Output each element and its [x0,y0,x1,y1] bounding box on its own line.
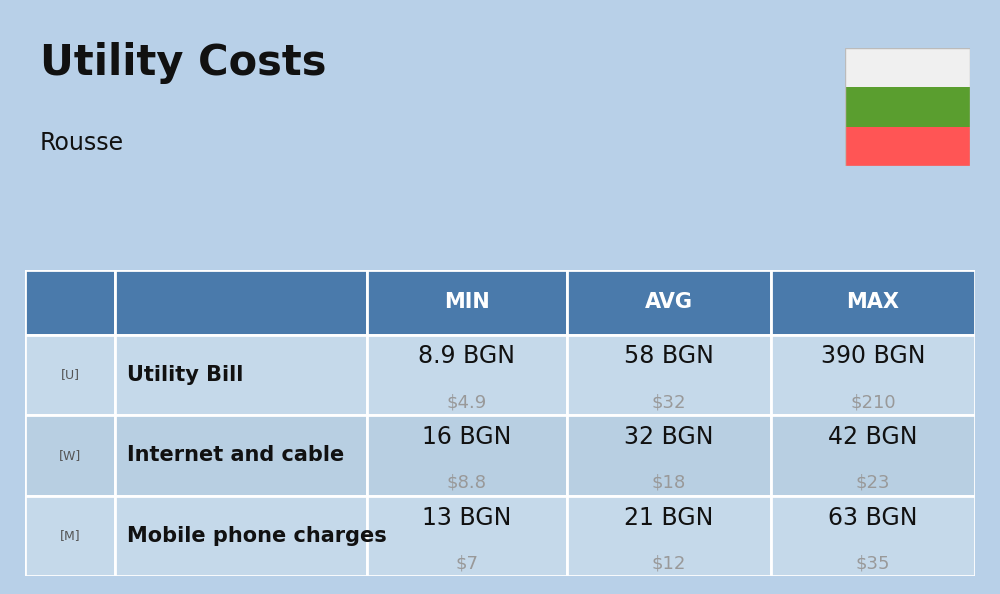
Text: Utility Costs: Utility Costs [40,42,326,84]
Bar [367,495,566,576]
Text: AVG: AVG [645,292,693,312]
Bar [367,270,566,334]
Text: $18: $18 [652,474,686,492]
Text: $32: $32 [651,393,686,411]
Text: $4.9: $4.9 [447,393,487,411]
Bar [115,415,367,495]
Bar [771,495,975,576]
Bar [25,270,115,334]
Text: MAX: MAX [846,292,899,312]
Text: MIN: MIN [444,292,490,312]
Text: $35: $35 [856,554,890,573]
Text: 32 BGN: 32 BGN [624,425,713,449]
Bar [367,415,566,495]
Bar [115,270,367,334]
Text: Internet and cable: Internet and cable [127,446,344,465]
Bar [25,415,115,495]
Bar [25,495,115,576]
Bar [115,495,367,576]
Text: $7: $7 [455,554,478,573]
Bar [566,334,771,415]
Text: $12: $12 [651,554,686,573]
Text: 21 BGN: 21 BGN [624,505,713,529]
Bar [566,495,771,576]
Bar [367,334,566,415]
Text: $8.8: $8.8 [447,474,487,492]
Bar [566,270,771,334]
Bar [566,415,771,495]
Text: Rousse: Rousse [40,131,124,154]
Text: 58 BGN: 58 BGN [624,345,714,368]
Bar [771,270,975,334]
Text: $23: $23 [856,474,890,492]
Text: Mobile phone charges: Mobile phone charges [127,526,386,546]
Text: 42 BGN: 42 BGN [828,425,918,449]
Text: $210: $210 [850,393,896,411]
Text: 16 BGN: 16 BGN [422,425,511,449]
Bar [845,127,970,166]
Text: [W]: [W] [59,449,81,462]
Text: 13 BGN: 13 BGN [422,505,511,529]
Bar [115,334,367,415]
Text: 390 BGN: 390 BGN [821,345,925,368]
Bar [771,334,975,415]
Text: 63 BGN: 63 BGN [828,505,918,529]
Bar [845,48,970,87]
Bar [771,415,975,495]
Text: [U]: [U] [61,368,80,381]
Text: Utility Bill: Utility Bill [127,365,243,385]
Bar [25,334,115,415]
Text: 8.9 BGN: 8.9 BGN [418,345,515,368]
Bar [845,87,970,127]
Text: [M]: [M] [60,529,80,542]
